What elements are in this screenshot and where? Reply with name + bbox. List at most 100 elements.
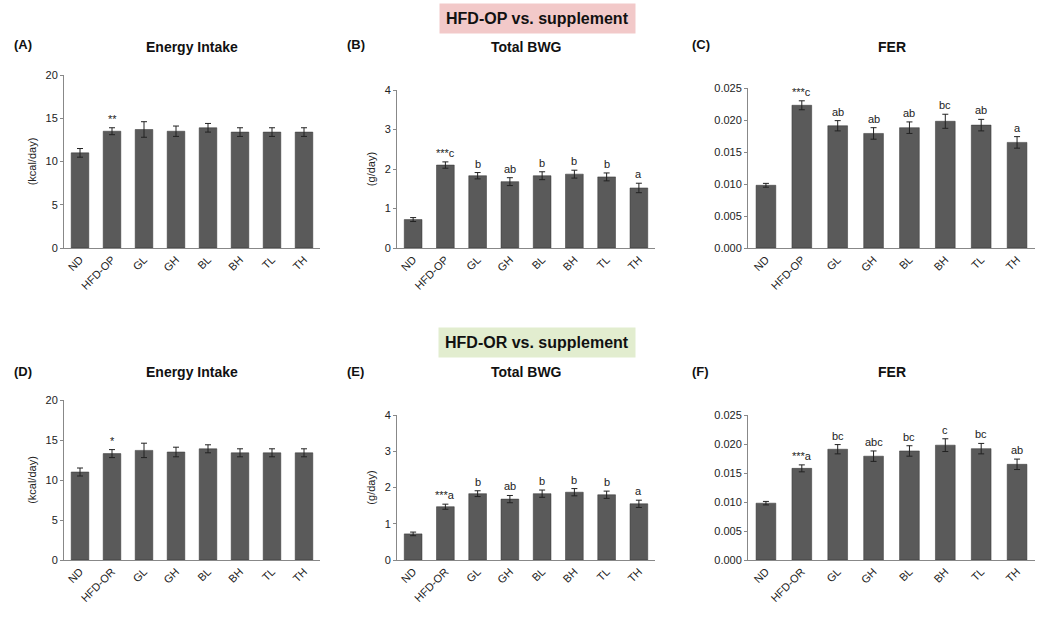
svg-text:2: 2 xyxy=(385,481,391,493)
svg-text:***c: ***c xyxy=(436,147,455,159)
svg-text:GL: GL xyxy=(824,254,843,273)
svg-text:0.015: 0.015 xyxy=(714,467,742,479)
svg-text:0.010: 0.010 xyxy=(714,178,742,190)
svg-text:0.000: 0.000 xyxy=(714,242,742,254)
svg-text:***c: ***c xyxy=(792,86,811,98)
svg-text:BL: BL xyxy=(897,566,915,584)
svg-text:0.025: 0.025 xyxy=(714,409,742,421)
svg-text:TH: TH xyxy=(1004,565,1023,584)
svg-text:BL: BL xyxy=(195,254,213,272)
svg-text:ab: ab xyxy=(975,104,987,116)
svg-text:ab: ab xyxy=(504,163,516,175)
svg-text:1: 1 xyxy=(385,518,391,530)
svg-text:b: b xyxy=(475,476,481,488)
svg-text:BH: BH xyxy=(226,253,245,272)
svg-text:GH: GH xyxy=(859,565,879,585)
svg-text:HFD-OR: HFD-OR xyxy=(79,565,118,604)
svg-text:GH: GH xyxy=(495,565,515,585)
svg-text:(E): (E) xyxy=(347,364,364,379)
svg-text:bc: bc xyxy=(832,430,844,442)
svg-text:Total BWG: Total BWG xyxy=(491,364,562,380)
svg-text:TH: TH xyxy=(625,565,644,584)
svg-text:2: 2 xyxy=(385,163,391,175)
svg-text:HFD-OP: HFD-OP xyxy=(79,254,117,292)
svg-text:0.020: 0.020 xyxy=(714,114,742,126)
svg-text:(kcal/day): (kcal/day) xyxy=(26,456,38,504)
svg-text:TL: TL xyxy=(594,566,612,584)
svg-text:0.005: 0.005 xyxy=(714,210,742,222)
svg-text:ab: ab xyxy=(903,107,915,119)
svg-text:bc: bc xyxy=(903,431,915,443)
svg-text:BL: BL xyxy=(195,566,213,584)
svg-text:TL: TL xyxy=(260,566,278,584)
svg-text:ND: ND xyxy=(66,253,86,273)
svg-text:abc: abc xyxy=(865,436,883,448)
svg-text:5: 5 xyxy=(52,199,58,211)
svg-text:4: 4 xyxy=(385,409,391,421)
svg-text:TL: TL xyxy=(969,254,987,272)
svg-text:b: b xyxy=(604,476,610,488)
svg-text:ab: ab xyxy=(832,106,844,118)
svg-text:**: ** xyxy=(108,113,117,125)
svg-text:(F): (F) xyxy=(692,364,709,379)
svg-text:TL: TL xyxy=(594,254,612,272)
svg-text:(kcal/day): (kcal/day) xyxy=(26,138,38,186)
svg-text:b: b xyxy=(571,155,577,167)
svg-text:15: 15 xyxy=(46,434,58,446)
svg-text:0: 0 xyxy=(385,242,391,254)
svg-text:HFD-OR vs. supplement: HFD-OR vs. supplement xyxy=(445,334,629,351)
svg-text:HFD-OP: HFD-OP xyxy=(412,254,450,292)
svg-text:20: 20 xyxy=(46,69,58,81)
svg-text:Total BWG: Total BWG xyxy=(491,39,562,55)
svg-text:*: * xyxy=(110,435,115,447)
svg-text:ND: ND xyxy=(752,565,772,585)
svg-text:BL: BL xyxy=(897,254,915,272)
svg-text:b: b xyxy=(571,474,577,486)
svg-text:TL: TL xyxy=(969,566,987,584)
svg-text:GH: GH xyxy=(859,253,879,273)
svg-text:(B): (B) xyxy=(347,37,365,52)
svg-text:(D): (D) xyxy=(14,364,32,379)
svg-text:HFD-OR: HFD-OR xyxy=(412,565,451,604)
svg-text:BH: BH xyxy=(560,253,579,272)
svg-text:10: 10 xyxy=(46,474,58,486)
svg-text:HFD-OP: HFD-OP xyxy=(769,254,807,292)
svg-text:GL: GL xyxy=(824,566,843,585)
svg-text:ab: ab xyxy=(1011,444,1023,456)
svg-text:BH: BH xyxy=(226,565,245,584)
svg-text:BH: BH xyxy=(931,565,950,584)
svg-text:0: 0 xyxy=(385,554,391,566)
svg-text:(g/day): (g/day) xyxy=(365,152,377,186)
svg-text:GH: GH xyxy=(161,565,181,585)
svg-text:ND: ND xyxy=(66,565,86,585)
svg-text:15: 15 xyxy=(46,112,58,124)
svg-text:TH: TH xyxy=(290,565,309,584)
svg-text:10: 10 xyxy=(46,155,58,167)
svg-text:0: 0 xyxy=(52,554,58,566)
svg-text:HFD-OP vs. supplement: HFD-OP vs. supplement xyxy=(446,10,629,27)
svg-text:GH: GH xyxy=(161,253,181,273)
svg-text:GH: GH xyxy=(495,253,515,273)
svg-text:c: c xyxy=(942,424,948,436)
svg-text:a: a xyxy=(635,485,642,497)
svg-text:BH: BH xyxy=(931,253,950,272)
svg-text:ND: ND xyxy=(399,253,419,273)
svg-text:b: b xyxy=(539,157,545,169)
svg-text:20: 20 xyxy=(46,394,58,406)
svg-text:0.010: 0.010 xyxy=(714,496,742,508)
svg-text:3: 3 xyxy=(385,123,391,135)
svg-text:GL: GL xyxy=(464,254,483,273)
svg-text:0.025: 0.025 xyxy=(714,82,742,94)
svg-text:ND: ND xyxy=(752,253,772,273)
svg-text:TH: TH xyxy=(290,253,309,272)
svg-text:bc: bc xyxy=(939,99,951,111)
svg-text:GL: GL xyxy=(464,566,483,585)
svg-text:0: 0 xyxy=(52,242,58,254)
svg-text:b: b xyxy=(475,158,481,170)
svg-text:a: a xyxy=(1014,122,1021,134)
svg-text:a: a xyxy=(635,168,642,180)
svg-text:GL: GL xyxy=(130,566,149,585)
svg-text:ND: ND xyxy=(399,565,419,585)
svg-text:ab: ab xyxy=(868,113,880,125)
svg-text:BL: BL xyxy=(529,254,547,272)
